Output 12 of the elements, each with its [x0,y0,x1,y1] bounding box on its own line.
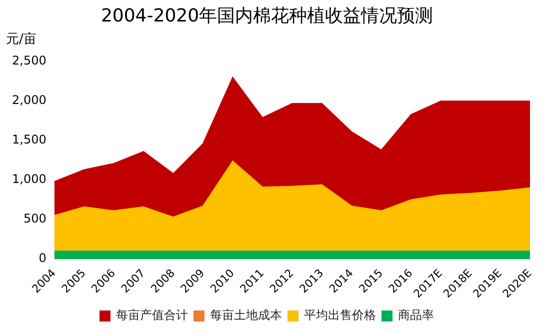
y-tick-label: 2,000 [12,93,46,108]
y-tick-label: 2,500 [12,54,46,68]
y-tick-label: 1,000 [12,172,46,186]
legend-label: 商品率 [398,308,434,322]
y-tick-label: 0 [38,251,46,266]
y-axis-title: 元/亩 [6,31,36,48]
y-tick-label: 1,500 [12,132,46,147]
legend-label: 平均出售价格 [304,308,376,322]
legend-label: 每亩产值合计 [116,308,188,322]
chart-title: 2004-2020年国内棉花种植收益情况预测 [100,5,434,26]
legend-label: 每亩土地成本 [210,308,282,322]
y-tick-label: 500 [23,212,46,226]
